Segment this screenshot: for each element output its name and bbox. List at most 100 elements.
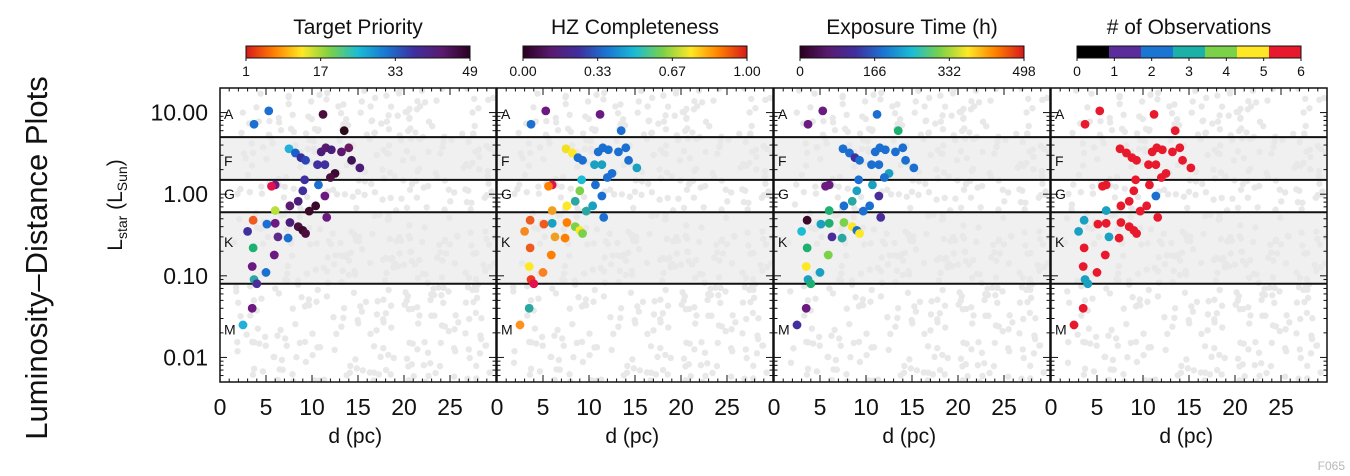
target-star-point: [562, 218, 572, 227]
target-star-point: [243, 227, 253, 236]
target-star-point: [1069, 320, 1079, 330]
spectral-type-label: G: [778, 186, 789, 202]
y-axis-label-mid: (L: [104, 191, 127, 216]
spectral-type-label: K: [778, 234, 788, 250]
target-star-point: [1132, 229, 1141, 238]
panel-2: HZ Completeness 0.00 0.33 0.67 1.00 A F G K M 0 5 10…: [491, 16, 774, 448]
target-star-point: [525, 243, 535, 253]
target-star-point: [301, 155, 310, 165]
target-star-point: [544, 181, 553, 191]
y-tick-label: 0.01: [163, 344, 208, 370]
target-star-point: [1131, 175, 1141, 185]
spectral-type-label: G: [224, 186, 235, 202]
y-axis-label: Lstar (LSun): [104, 159, 130, 250]
spectral-type-label: A: [501, 106, 511, 122]
target-star-point: [874, 160, 884, 170]
target-star-point: [891, 147, 900, 157]
target-star-point: [547, 218, 557, 228]
spectral-type-label: K: [1055, 234, 1065, 250]
target-star-point: [283, 233, 293, 243]
x-tick-label: 15: [622, 394, 648, 420]
background-field-stars: [231, 88, 496, 382]
target-star-point: [837, 233, 847, 243]
target-star-point: [515, 320, 525, 330]
spectral-band-shade: [1051, 137, 1327, 180]
colorbar-segment: [1077, 46, 1110, 58]
target-star-point: [880, 145, 890, 155]
target-star-point: [320, 160, 330, 170]
target-star-point: [1104, 232, 1114, 242]
target-star-point: [1098, 181, 1107, 191]
target-star-point: [865, 201, 875, 211]
y-tick-label: 0.10: [163, 263, 208, 289]
target-star-point: [901, 155, 910, 165]
target-star-point: [525, 215, 535, 225]
target-star-point: [802, 243, 812, 253]
target-star-point: [821, 181, 830, 191]
target-star-point: [270, 218, 280, 228]
x-tick-label: 10: [299, 394, 325, 420]
spectral-type-label: F: [224, 153, 233, 169]
target-star-point: [248, 215, 258, 225]
x-tick-label: 20: [1222, 394, 1248, 420]
colorbar-tick-label: 332: [938, 63, 962, 79]
x-tick-label: 20: [391, 394, 417, 420]
target-star-point: [1144, 160, 1153, 170]
target-star-point: [599, 212, 609, 222]
x-tick-label: 15: [899, 394, 925, 420]
target-star-point: [570, 196, 580, 206]
x-axis-label: d (pc): [1159, 425, 1213, 448]
target-star-point: [1079, 215, 1089, 225]
target-star-point: [855, 229, 864, 238]
x-axis-label: d (pc): [882, 425, 936, 448]
spectral-type-label: M: [1055, 321, 1067, 337]
figure-side-title: Luminosity–Distance Plots: [19, 76, 54, 440]
target-star-point: [1157, 145, 1167, 155]
target-star-point: [1115, 144, 1125, 154]
target-star-point: [581, 206, 591, 216]
y-tick-labels: 0.01 0.10 1.00 10.00: [150, 100, 208, 371]
target-star-point: [273, 232, 283, 242]
target-star-point: [818, 106, 828, 116]
target-star-point: [1101, 218, 1111, 228]
x-tick-label: 5: [537, 394, 550, 420]
target-star-point: [547, 206, 557, 215]
target-star-point: [314, 180, 323, 190]
spectral-type-label: G: [1055, 186, 1066, 202]
target-star-point: [797, 227, 806, 236]
target-star-point: [267, 181, 276, 191]
target-star-point: [597, 160, 607, 170]
target-star-point: [603, 173, 612, 182]
target-star-point: [539, 219, 549, 229]
target-star-point: [546, 250, 556, 260]
colorbar-segment: [1205, 46, 1238, 58]
colorbar-segment: [1237, 46, 1270, 58]
x-tick-label: 0: [214, 394, 227, 420]
target-star-point: [1092, 268, 1102, 277]
target-star-point: [854, 175, 864, 185]
target-star-point: [538, 268, 548, 277]
y-axis-label-sub1: star: [114, 215, 130, 239]
target-star-point: [550, 232, 560, 242]
target-star-point: [1100, 250, 1110, 260]
target-star-point: [909, 163, 919, 173]
x-tick-label: 10: [1130, 394, 1156, 420]
colorbar-tick-label: 6: [1297, 63, 1305, 79]
target-star-point: [300, 175, 310, 185]
spectral-type-label: K: [501, 234, 511, 250]
target-star-point: [823, 250, 833, 260]
x-tick-label: 15: [345, 394, 371, 420]
x-tick-label: 20: [945, 394, 971, 420]
target-star-point: [1170, 126, 1180, 136]
target-star-point: [337, 147, 346, 157]
target-star-point: [520, 227, 529, 236]
target-star-point: [801, 303, 811, 313]
colorbar-tick-label: 1.00: [733, 63, 760, 79]
target-star-point: [1135, 206, 1145, 216]
target-star-point: [247, 303, 257, 313]
spectral-type-label: F: [778, 153, 787, 169]
colorbar-gradient: [246, 46, 470, 58]
target-star-point: [824, 206, 834, 215]
target-star-point: [560, 233, 570, 243]
target-star-point: [1124, 196, 1134, 206]
